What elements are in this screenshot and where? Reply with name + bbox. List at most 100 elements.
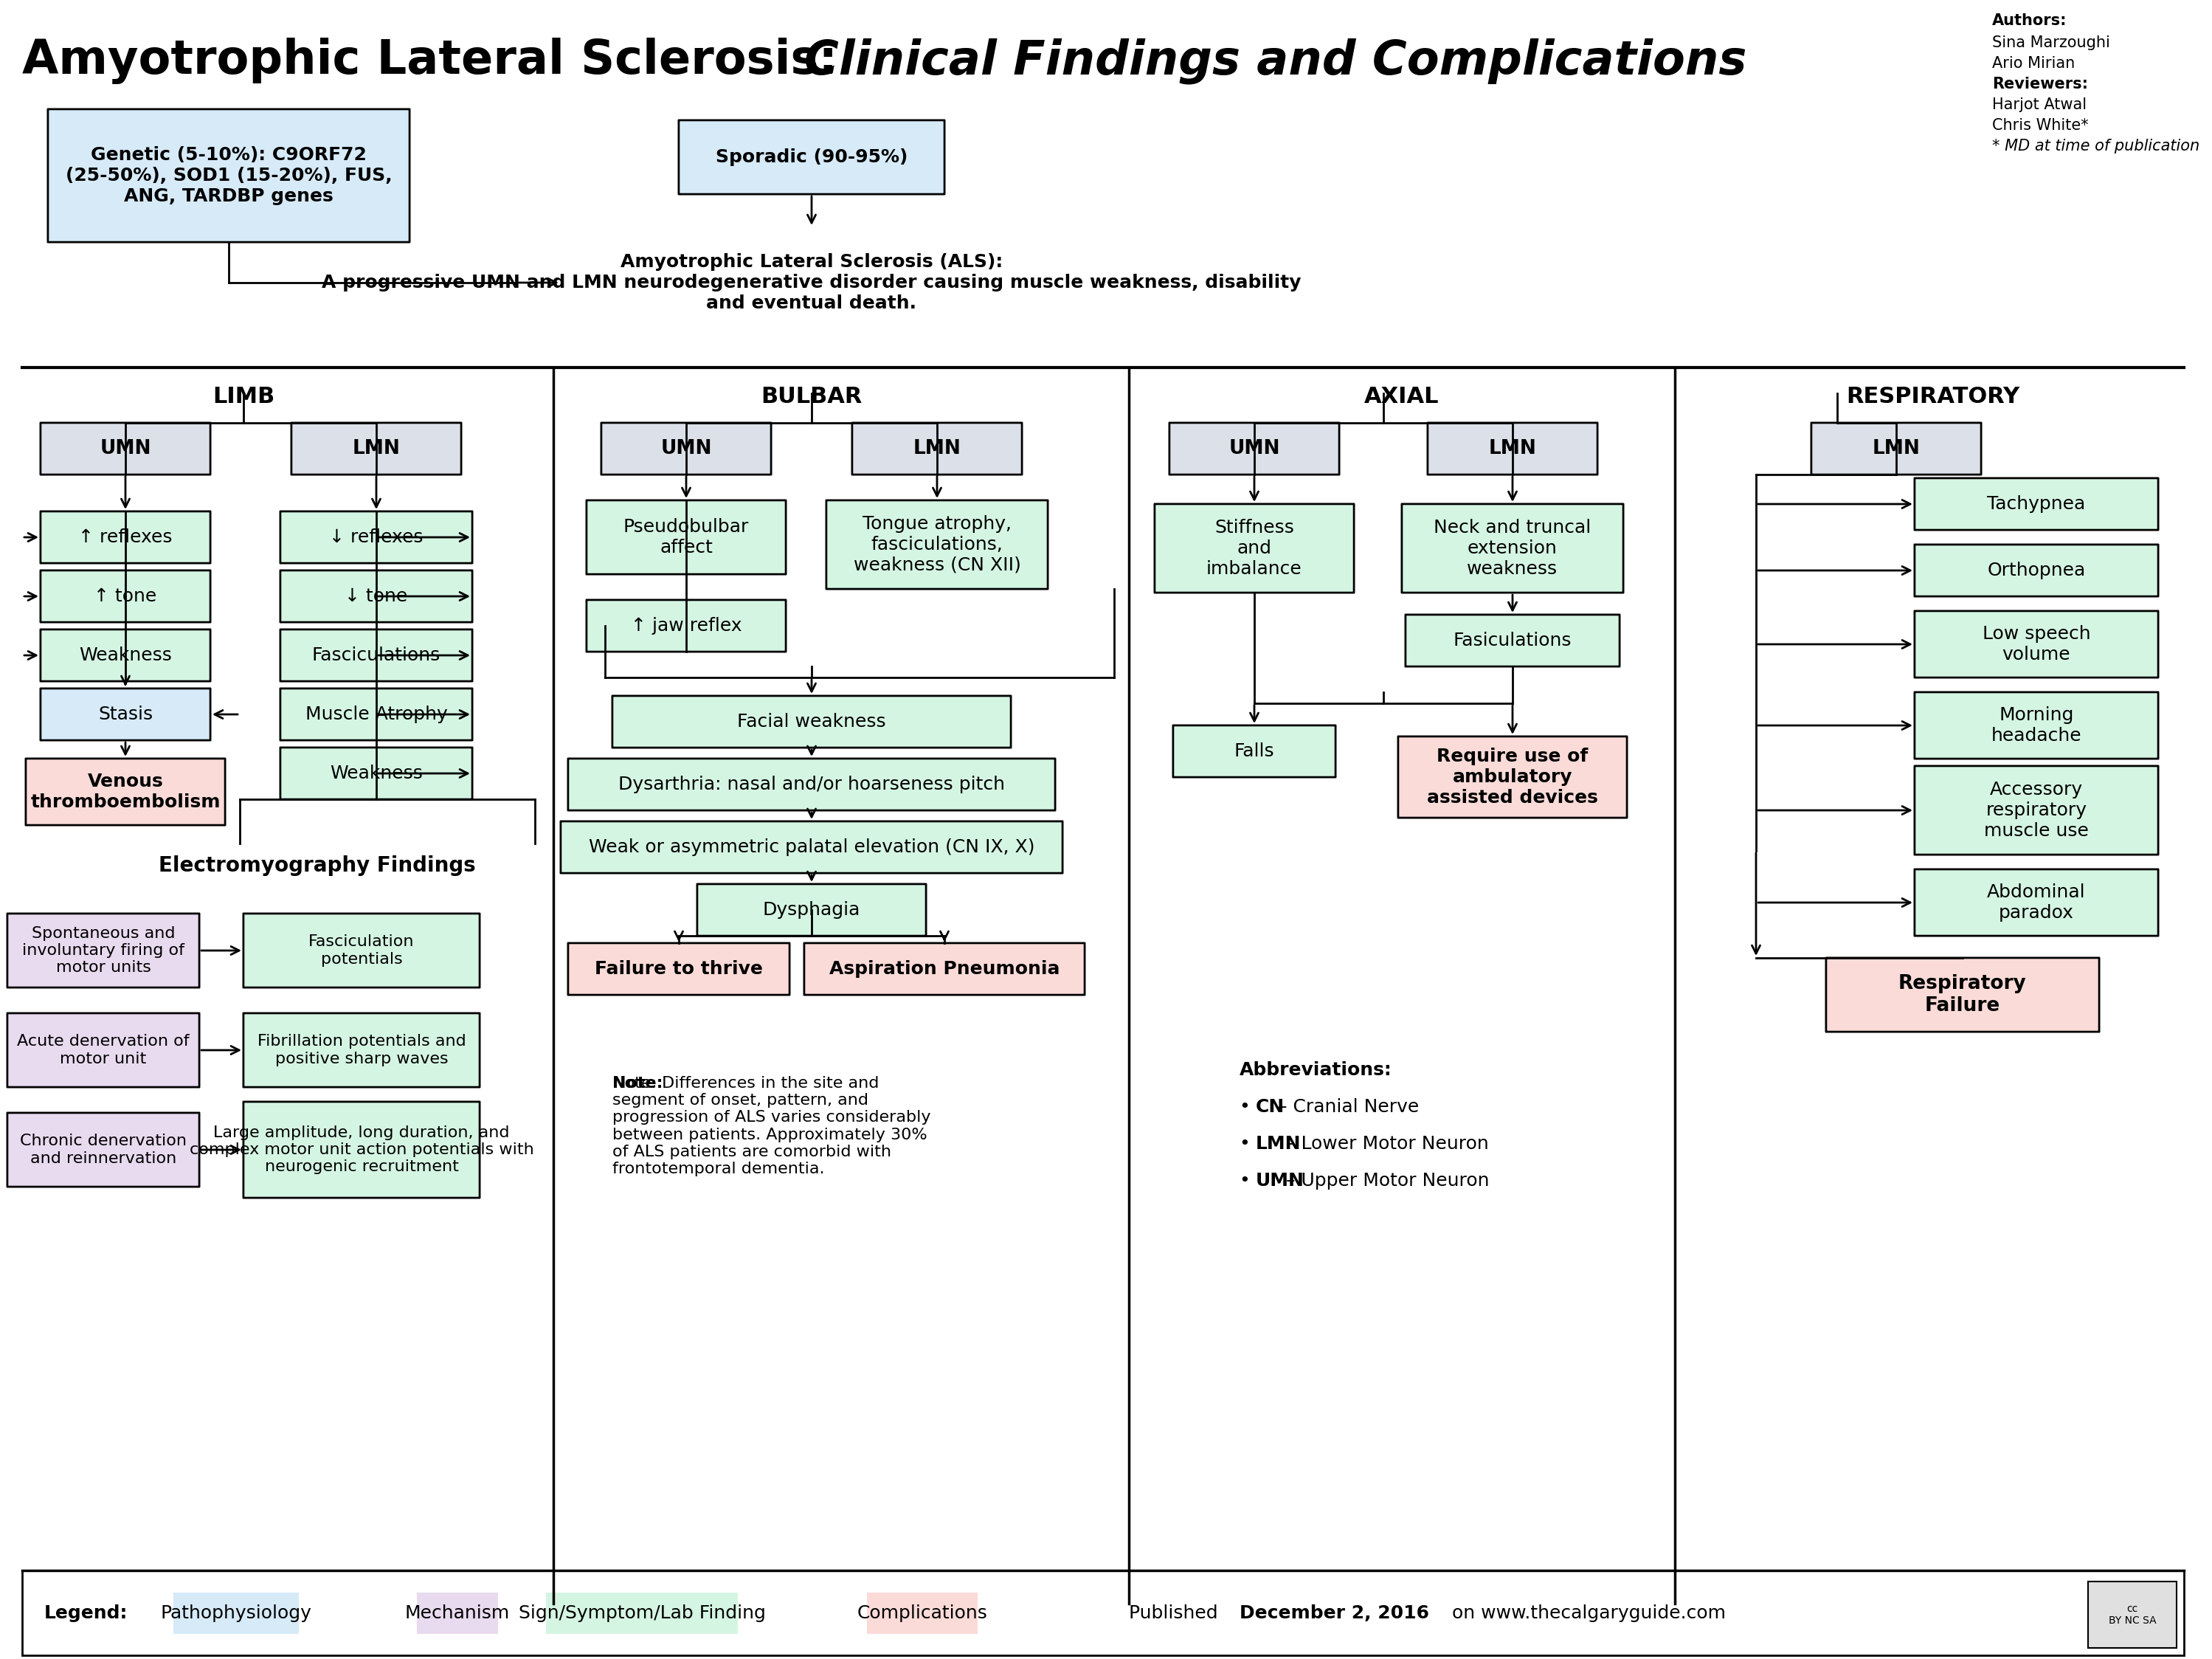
FancyBboxPatch shape [852, 423, 1022, 474]
FancyBboxPatch shape [281, 688, 473, 740]
Text: Falls: Falls [1234, 743, 1274, 760]
FancyBboxPatch shape [568, 942, 790, 995]
FancyBboxPatch shape [827, 501, 1048, 589]
FancyBboxPatch shape [1172, 725, 1336, 776]
FancyBboxPatch shape [243, 1014, 480, 1087]
Text: LMN: LMN [914, 440, 960, 458]
FancyBboxPatch shape [1827, 957, 2099, 1032]
FancyBboxPatch shape [2088, 1581, 2177, 1647]
Text: Spontaneous and
involuntary firing of
motor units: Spontaneous and involuntary firing of mo… [22, 926, 184, 975]
Text: – Lower Motor Neuron: – Lower Motor Neuron [1281, 1135, 1489, 1153]
Text: on www.thecalgaryguide.com: on www.thecalgaryguide.com [1447, 1604, 1725, 1623]
Text: UMN: UMN [1256, 1171, 1305, 1190]
Text: Note:: Note: [613, 1077, 664, 1090]
FancyBboxPatch shape [27, 758, 226, 825]
Text: Chronic denervation
and reinnervation: Chronic denervation and reinnervation [20, 1133, 186, 1166]
Text: cc
BY NC SA: cc BY NC SA [2108, 1604, 2157, 1626]
FancyBboxPatch shape [586, 501, 785, 574]
Text: Venous
thromboembolism: Venous thromboembolism [31, 773, 221, 811]
Text: Pathophysiology: Pathophysiology [161, 1604, 312, 1623]
Text: Tachypnea: Tachypnea [1986, 494, 2086, 513]
Text: ↓ tone: ↓ tone [345, 587, 407, 606]
Text: Authors:: Authors: [1993, 13, 2066, 28]
Text: Low speech
volume: Low speech volume [1982, 625, 2090, 664]
FancyBboxPatch shape [568, 758, 1055, 810]
FancyBboxPatch shape [281, 629, 473, 682]
Text: LMN: LMN [1871, 440, 1920, 458]
Text: Stiffness
and
imbalance: Stiffness and imbalance [1206, 519, 1303, 577]
FancyBboxPatch shape [1427, 423, 1597, 474]
Text: Complications: Complications [856, 1604, 987, 1623]
Text: Weakness: Weakness [330, 765, 422, 783]
FancyBboxPatch shape [22, 1571, 2183, 1656]
Text: •: • [1239, 1135, 1256, 1153]
Text: UMN: UMN [1228, 440, 1281, 458]
Text: ↑ reflexes: ↑ reflexes [77, 529, 173, 546]
Text: – Cranial Nerve: – Cranial Nerve [1272, 1098, 1420, 1117]
FancyBboxPatch shape [560, 821, 1062, 873]
Text: Ario Mirian: Ario Mirian [1993, 56, 2075, 71]
Text: Fasiculations: Fasiculations [1453, 632, 1573, 649]
FancyBboxPatch shape [546, 1593, 739, 1634]
FancyBboxPatch shape [1916, 869, 2159, 936]
Text: Morning
headache: Morning headache [1991, 707, 2081, 745]
Text: Published: Published [1128, 1604, 1223, 1623]
Text: Genetic (5-10%): C9ORF72
(25-50%), SOD1 (15-20%), FUS,
ANG, TARDBP genes: Genetic (5-10%): C9ORF72 (25-50%), SOD1 … [66, 146, 392, 206]
Text: Legend:: Legend: [44, 1604, 128, 1623]
FancyBboxPatch shape [49, 109, 409, 242]
Text: Acute denervation of
motor unit: Acute denervation of motor unit [18, 1034, 190, 1067]
FancyBboxPatch shape [1916, 766, 2159, 854]
Text: December 2, 2016: December 2, 2016 [1239, 1604, 1429, 1623]
Text: UMN: UMN [100, 440, 150, 458]
Text: Facial weakness: Facial weakness [737, 713, 887, 730]
FancyBboxPatch shape [1155, 504, 1354, 592]
FancyBboxPatch shape [40, 423, 210, 474]
FancyBboxPatch shape [805, 942, 1084, 995]
Text: Reviewers:: Reviewers: [1993, 76, 2088, 91]
Text: Neck and truncal
extension
weakness: Neck and truncal extension weakness [1433, 519, 1590, 577]
Text: ↓ reflexes: ↓ reflexes [330, 529, 422, 546]
FancyBboxPatch shape [1398, 737, 1628, 818]
Text: LMN: LMN [352, 440, 400, 458]
Text: RESPIRATORY: RESPIRATORY [1847, 387, 2020, 408]
Text: UMN: UMN [661, 440, 712, 458]
Text: Pseudobulbar
affect: Pseudobulbar affect [624, 518, 750, 556]
Text: Orthopnea: Orthopnea [1986, 562, 2086, 579]
Text: Sina Marzoughi: Sina Marzoughi [1993, 35, 2110, 50]
Text: CN: CN [1256, 1098, 1285, 1117]
Text: * MD at time of publication: * MD at time of publication [1993, 139, 2199, 154]
Text: Failure to thrive: Failure to thrive [595, 961, 763, 977]
FancyBboxPatch shape [1916, 692, 2159, 758]
FancyBboxPatch shape [243, 1102, 480, 1198]
Text: Sporadic (90-95%): Sporadic (90-95%) [714, 148, 907, 166]
Text: Abbreviations:: Abbreviations: [1239, 1062, 1391, 1078]
Text: Weak or asymmetric palatal elevation (CN IX, X): Weak or asymmetric palatal elevation (CN… [588, 838, 1035, 856]
Text: •: • [1239, 1098, 1256, 1117]
Text: Dysarthria: nasal and/or hoarseness pitch: Dysarthria: nasal and/or hoarseness pitc… [619, 776, 1004, 793]
Text: Weakness: Weakness [80, 647, 173, 664]
FancyBboxPatch shape [586, 601, 785, 652]
Text: BULBAR: BULBAR [761, 387, 863, 408]
Text: Mechanism: Mechanism [405, 1604, 511, 1623]
FancyBboxPatch shape [292, 423, 462, 474]
Text: ↑ jaw reflex: ↑ jaw reflex [630, 617, 741, 635]
Text: Aspiration Pneumonia: Aspiration Pneumonia [830, 961, 1060, 977]
FancyBboxPatch shape [40, 571, 210, 622]
FancyBboxPatch shape [40, 688, 210, 740]
Text: LMN: LMN [1489, 440, 1537, 458]
FancyBboxPatch shape [1402, 504, 1624, 592]
Text: •: • [1239, 1171, 1256, 1190]
FancyBboxPatch shape [1916, 478, 2159, 529]
FancyBboxPatch shape [243, 914, 480, 987]
Text: Amyotrophic Lateral Sclerosis (ALS):
A progressive UMN and LMN neurodegenerative: Amyotrophic Lateral Sclerosis (ALS): A p… [323, 254, 1301, 312]
FancyBboxPatch shape [697, 884, 927, 936]
FancyBboxPatch shape [1916, 544, 2159, 596]
Text: Tongue atrophy,
fasciculations,
weakness (CN XII): Tongue atrophy, fasciculations, weakness… [854, 516, 1020, 574]
FancyBboxPatch shape [602, 423, 772, 474]
FancyBboxPatch shape [7, 914, 199, 987]
Text: Fibrillation potentials and
positive sharp waves: Fibrillation potentials and positive sha… [257, 1034, 467, 1067]
Text: Fasciculation
potentials: Fasciculation potentials [310, 934, 414, 967]
Text: Sign/Symptom/Lab Finding: Sign/Symptom/Lab Finding [518, 1604, 765, 1623]
Text: Fasciculations: Fasciculations [312, 647, 440, 664]
FancyBboxPatch shape [7, 1014, 199, 1087]
